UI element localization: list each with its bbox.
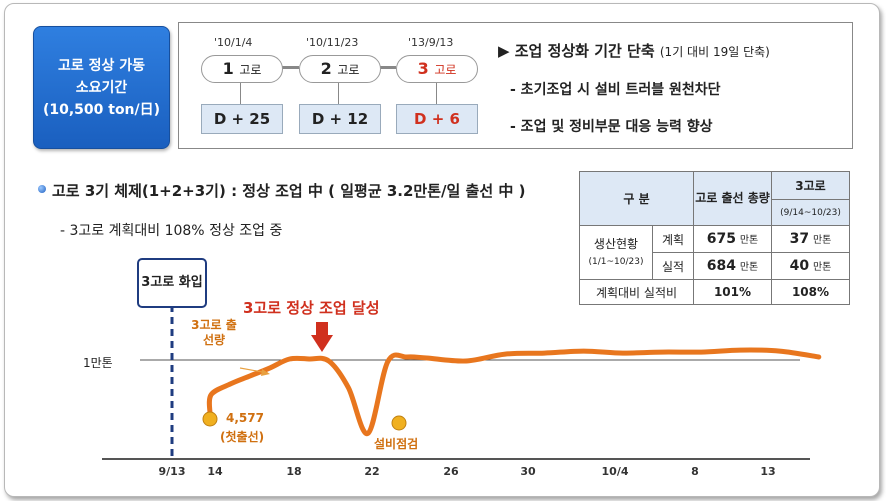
series-label: 3고로 출선량	[191, 318, 237, 347]
x-tick-label: 18	[286, 465, 302, 478]
timeline-drop	[240, 82, 241, 104]
dday-box-2: D + 12	[299, 104, 381, 134]
bullet-dot-icon	[38, 185, 46, 193]
timeline-connector	[379, 66, 396, 69]
row-group-note: (1/1~10/23)	[588, 256, 644, 267]
timeline-date-1: '10/1/4	[214, 36, 253, 49]
table-row-group: 생산현황 (1/1~10/23)	[579, 225, 653, 280]
highlight-title-note: (1기 대비 19일 단축)	[659, 45, 770, 59]
highlight-title-text: ▶ 조업 정상화 기간 단축	[498, 42, 655, 60]
x-tick-label: 30	[520, 465, 536, 478]
furnace-number: 3	[417, 59, 429, 78]
timeline-drop	[436, 82, 437, 104]
highlight-item-1: - 초기조업 시 설비 트러블 원천차단	[510, 82, 721, 98]
cell-unit: 만톤	[812, 235, 832, 246]
first-note-label: (첫출선)	[220, 430, 265, 444]
summary-box: 고로 정상 가동 소요기간 (10,500 ton/日)	[33, 26, 170, 149]
cell-unit: 만톤	[739, 262, 759, 273]
furnace-unit: 고로	[434, 63, 457, 77]
x-tick-label: 13	[760, 465, 776, 478]
cell-value: 40	[789, 258, 810, 274]
row-ratio-g3: 108%	[771, 279, 850, 305]
furnace-unit: 고로	[337, 63, 360, 77]
maintenance-marker	[391, 415, 407, 431]
x-tick-label: 8	[691, 465, 699, 478]
x-tick-label: 26	[443, 465, 459, 478]
maintenance-label: 설비점검	[374, 437, 419, 451]
row-ratio-label: 계획대비 실적비	[579, 279, 694, 305]
dday-box-1: D + 25	[201, 104, 283, 134]
x-tick-label: 22	[364, 465, 380, 478]
normal-op-arrow-icon	[311, 335, 333, 352]
row-plan-label: 계획	[652, 225, 694, 253]
normal-op-label: 3고로 정상 조업 달성	[243, 299, 380, 317]
timeline-date-3: '13/9/13	[408, 36, 454, 49]
summary-line2: 소요기간	[75, 79, 128, 96]
cell-unit: 만톤	[812, 262, 832, 273]
furnace-2-pill: 2 고로	[299, 55, 381, 83]
production-table: 구 분 고로 출선 총량 3고로 (9/14~10/23) 생산현황 (1/1~…	[579, 171, 850, 305]
summary-line3: (10,500 ton/日)	[42, 101, 161, 118]
table-header-g3: 3고로	[771, 171, 850, 200]
dday-box-3: D + 6	[396, 104, 478, 134]
cell-value: 37	[789, 231, 810, 247]
summary-line1: 고로 정상 가동	[57, 57, 146, 74]
x-tick-label: 9/13	[158, 465, 186, 478]
ignition-label: 3고로 화입	[141, 275, 203, 290]
series-line-g3	[206, 347, 822, 436]
cell-value: 675	[706, 231, 736, 247]
ignition-box: 3고로 화입	[137, 258, 207, 308]
row-actual-g3: 40 만톤	[771, 252, 850, 280]
x-tick-label: 14	[207, 465, 223, 478]
x-tick-label: 10/4	[601, 465, 629, 478]
row-group-label: 생산현황	[593, 236, 639, 251]
timeline-drop	[338, 82, 339, 104]
highlight-item-2: - 조업 및 정비부문 대응 능력 향상	[510, 119, 713, 135]
section-title: 고로 3기 체제(1+2+3기) : 정상 조업 中 ( 일평균 3.2만톤/일…	[52, 182, 526, 200]
first-tap-marker	[202, 411, 218, 427]
furnace-3-pill: 3 고로	[396, 55, 478, 83]
row-plan-g3: 37 만톤	[771, 225, 850, 253]
cell-value: 684	[706, 258, 736, 274]
timeline-date-2: '10/11/23	[306, 36, 359, 49]
furnace-number: 2	[320, 59, 332, 78]
cell-unit: 만톤	[739, 235, 759, 246]
table-header-total: 고로 출선 총량	[693, 171, 772, 226]
normal-op-arrow-shaft	[316, 322, 328, 336]
timeline-connector	[282, 66, 299, 69]
section-subtitle: - 3고로 계획대비 108% 정상 조업 중	[60, 223, 283, 239]
table-header-category: 구 분	[579, 171, 694, 226]
timeline-panel	[178, 22, 853, 149]
y-reference-label: 1만톤	[83, 356, 113, 370]
furnace-unit: 고로	[239, 63, 262, 77]
highlight-title: ▶ 조업 정상화 기간 단축 (1기 대비 19일 단축)	[498, 40, 770, 61]
furnace-number: 1	[222, 59, 234, 78]
row-ratio-total: 101%	[693, 279, 772, 305]
first-value-label: 4,577	[226, 411, 264, 425]
series-label-arrowhead	[261, 369, 270, 376]
furnace-1-pill: 1 고로	[201, 55, 283, 83]
